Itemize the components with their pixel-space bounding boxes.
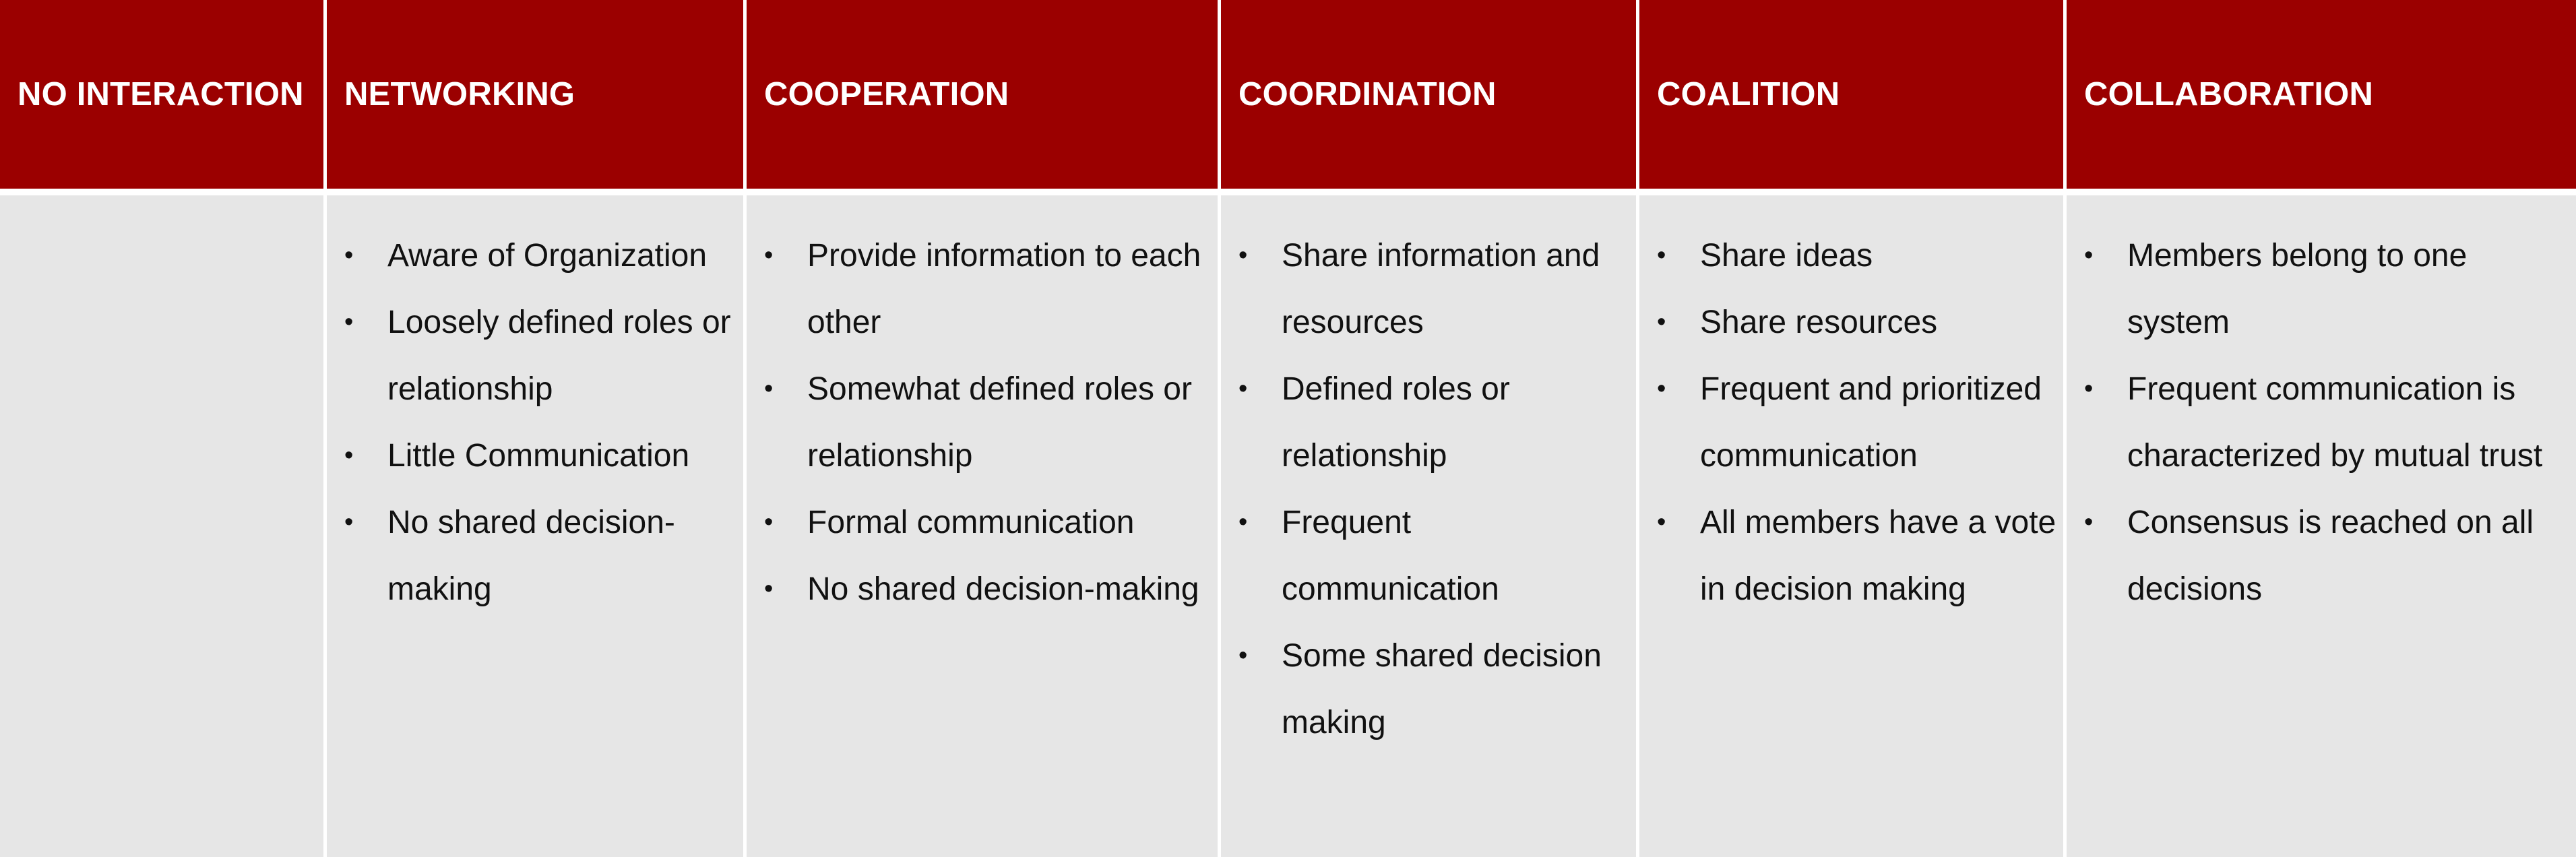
list-item-text: Somewhat defined roles or relationship: [807, 371, 1192, 474]
cell-coalition: • Share ideas • Share resources • Frequent an…: [1639, 195, 2067, 857]
list-item: • No shared decision-making: [764, 556, 1211, 623]
bullet-dot-icon: •: [2084, 508, 2094, 536]
cell-networking: • Aware of Organization • Loosely defined r…: [327, 195, 747, 857]
cell-no-interaction: [0, 195, 327, 857]
bullet-dot-icon: •: [344, 508, 354, 536]
cell-coordination: • Share information and resources • Defined…: [1221, 195, 1639, 857]
list-item-text: No shared decision-making: [807, 571, 1199, 607]
bullet-dot-icon: •: [764, 375, 774, 403]
bullet-dot-icon: •: [1238, 241, 1248, 269]
list-item: • Aware of Organization: [344, 222, 736, 289]
list-item-text: No shared decision-making: [387, 505, 675, 607]
list-coordination: • Share information and resources • Defined…: [1238, 222, 1629, 756]
list-item: • Formal communication: [764, 489, 1211, 556]
header-cooperation: COOPERATION: [747, 0, 1221, 195]
bullet-dot-icon: •: [764, 575, 774, 603]
list-item-text: All members have a vote in decision maki…: [1700, 505, 2056, 607]
bullet-dot-icon: •: [1238, 641, 1248, 670]
list-item-text: Formal communication: [807, 505, 1135, 540]
list-item: • Share ideas: [1657, 222, 2056, 289]
list-item: • Some shared decision making: [1238, 623, 1629, 756]
bullet-dot-icon: •: [344, 441, 354, 470]
list-item-text: Some shared decision making: [1282, 638, 1602, 740]
list-item-text: Provide information to each other: [807, 238, 1201, 340]
bullet-dot-icon: •: [2084, 241, 2094, 269]
list-item-text: Members belong to one system: [2127, 238, 2468, 340]
bullet-dot-icon: •: [764, 241, 774, 269]
list-item: • Frequent and prioritized communication: [1657, 356, 2056, 489]
bullet-dot-icon: •: [1238, 375, 1248, 403]
list-item: • No shared decision-making: [344, 489, 736, 623]
header-collaboration: COLLABORATION: [2067, 0, 2576, 195]
bullet-dot-icon: •: [1657, 508, 1666, 536]
list-item: • Somewhat defined roles or relationship: [764, 356, 1211, 489]
list-item-text: Little Communication: [387, 438, 690, 474]
bullet-dot-icon: •: [1238, 508, 1248, 536]
list-item: • All members have a vote in decision mak…: [1657, 489, 2056, 623]
cell-collaboration: • Members belong to one system • Frequent c…: [2067, 195, 2576, 857]
header-networking: NETWORKING: [327, 0, 747, 195]
list-item-text: Loosely defined roles or relationship: [387, 305, 731, 407]
bullet-dot-icon: •: [1657, 308, 1666, 336]
list-coalition: • Share ideas • Share resources • Frequent an…: [1657, 222, 2056, 623]
bullet-dot-icon: •: [1657, 375, 1666, 403]
list-collaboration: • Members belong to one system • Frequent c…: [2084, 222, 2569, 623]
header-coalition: COALITION: [1639, 0, 2067, 195]
list-networking: • Aware of Organization • Loosely defined r…: [344, 222, 736, 623]
bullet-dot-icon: •: [1657, 241, 1666, 269]
list-item-text: Consensus is reached on all decisions: [2127, 505, 2534, 607]
bullet-dot-icon: •: [764, 508, 774, 536]
list-item: • Share resources: [1657, 289, 2056, 356]
list-item-text: Frequent communication is characterized …: [2127, 371, 2543, 474]
list-item: • Share information and resources: [1238, 222, 1629, 356]
bullet-dot-icon: •: [344, 308, 354, 336]
list-item-text: Share resources: [1700, 305, 1938, 340]
list-cooperation: • Provide information to each other • Somew…: [764, 222, 1211, 623]
list-item: • Provide information to each other: [764, 222, 1211, 356]
list-item: • Defined roles or relationship: [1238, 356, 1629, 489]
header-coordination: COORDINATION: [1221, 0, 1639, 195]
list-item: • Frequent communication is characterized…: [2084, 356, 2569, 489]
list-item-text: Share ideas: [1700, 238, 1873, 274]
list-item: • Consensus is reached on all decisions: [2084, 489, 2569, 623]
list-item-text: Frequent communication: [1282, 505, 1499, 607]
list-item-text: Aware of Organization: [387, 238, 708, 274]
list-item-text: Frequent and prioritized communication: [1700, 371, 2042, 474]
header-no-interaction: NO INTERACTION: [0, 0, 327, 195]
list-item: • Little Communication: [344, 422, 736, 489]
cell-cooperation: • Provide information to each other • Somew…: [747, 195, 1221, 857]
list-item: • Loosely defined roles or relationship: [344, 289, 736, 422]
list-item-text: Defined roles or relationship: [1282, 371, 1510, 474]
list-item: • Members belong to one system: [2084, 222, 2569, 356]
list-item: • Frequent communication: [1238, 489, 1629, 623]
bullet-dot-icon: •: [2084, 375, 2094, 403]
bullet-dot-icon: •: [344, 241, 354, 269]
list-item-text: Share information and resources: [1282, 238, 1600, 340]
